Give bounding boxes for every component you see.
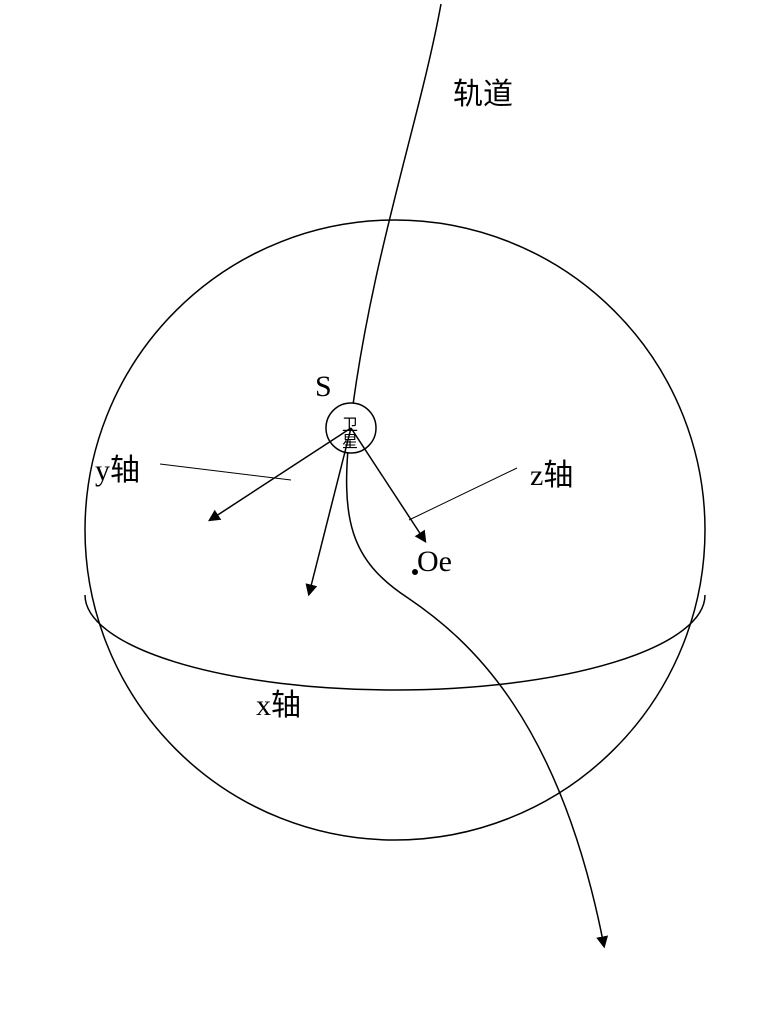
y-axis-label: y轴 [95,445,140,489]
orbit-diagram [0,0,776,1016]
z-axis [351,428,425,541]
satellite-text-bottom: 星 [342,428,358,452]
earth-center-label: Oe [417,545,452,579]
z-axis-pointer [409,468,517,520]
z-axis-label: z轴 [530,450,573,494]
satellite-label-S: S [315,370,332,404]
x-axis-label: x轴 [256,680,301,724]
equator-front [85,595,705,690]
earth-circle [85,220,705,840]
y-axis [210,428,351,520]
orbit-label: 轨道 [453,69,513,113]
y-axis-pointer [160,464,291,480]
x-axis [309,428,351,594]
